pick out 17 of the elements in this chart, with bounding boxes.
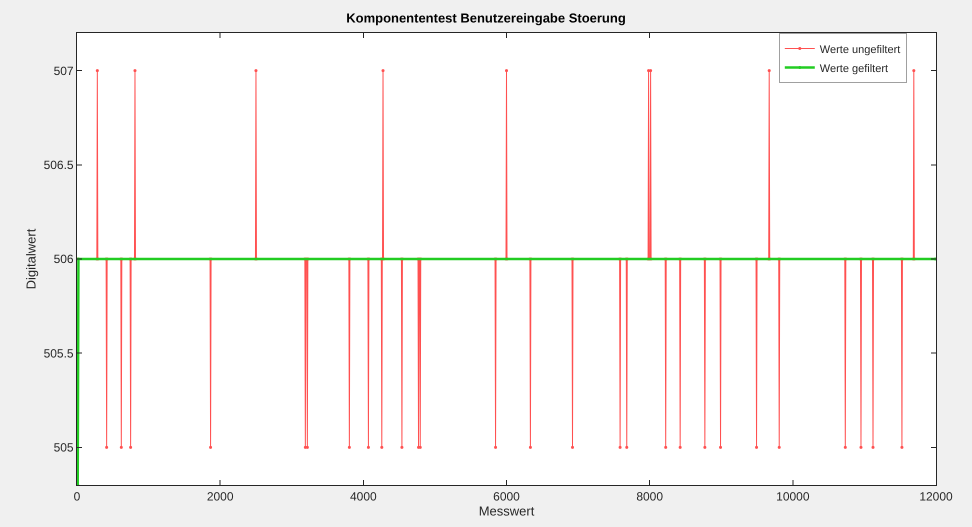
legend-label: Werte ungefiltert — [820, 44, 900, 56]
legend-label: Werte gefiltert — [820, 62, 888, 75]
x-tick-label: 4000 — [350, 489, 377, 504]
x-axis-title: Messwert — [478, 503, 535, 518]
y-tick-label: 507 — [54, 64, 74, 78]
y-tick-label: 506 — [54, 252, 74, 266]
x-tick-label: 2000 — [206, 489, 234, 504]
chart-title: Komponententest Benutzereingabe Stoerung — [346, 10, 626, 26]
x-tick-label: 0 — [74, 489, 81, 504]
y-tick-label: 505 — [54, 440, 74, 455]
y-tick-label: 506.5 — [44, 158, 74, 172]
x-tick-label: 10000 — [776, 489, 810, 504]
x-tick-label: 6000 — [493, 489, 520, 504]
y-axis-title: Digitalwert — [24, 228, 39, 290]
y-tick-label: 505.5 — [44, 346, 74, 360]
x-tick-label: 12000 — [919, 489, 954, 504]
x-tick-label: 8000 — [636, 489, 664, 504]
